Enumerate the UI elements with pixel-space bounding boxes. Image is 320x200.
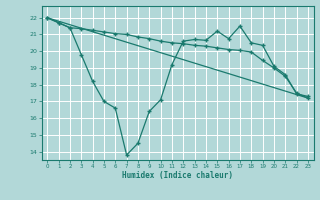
X-axis label: Humidex (Indice chaleur): Humidex (Indice chaleur) <box>122 171 233 180</box>
